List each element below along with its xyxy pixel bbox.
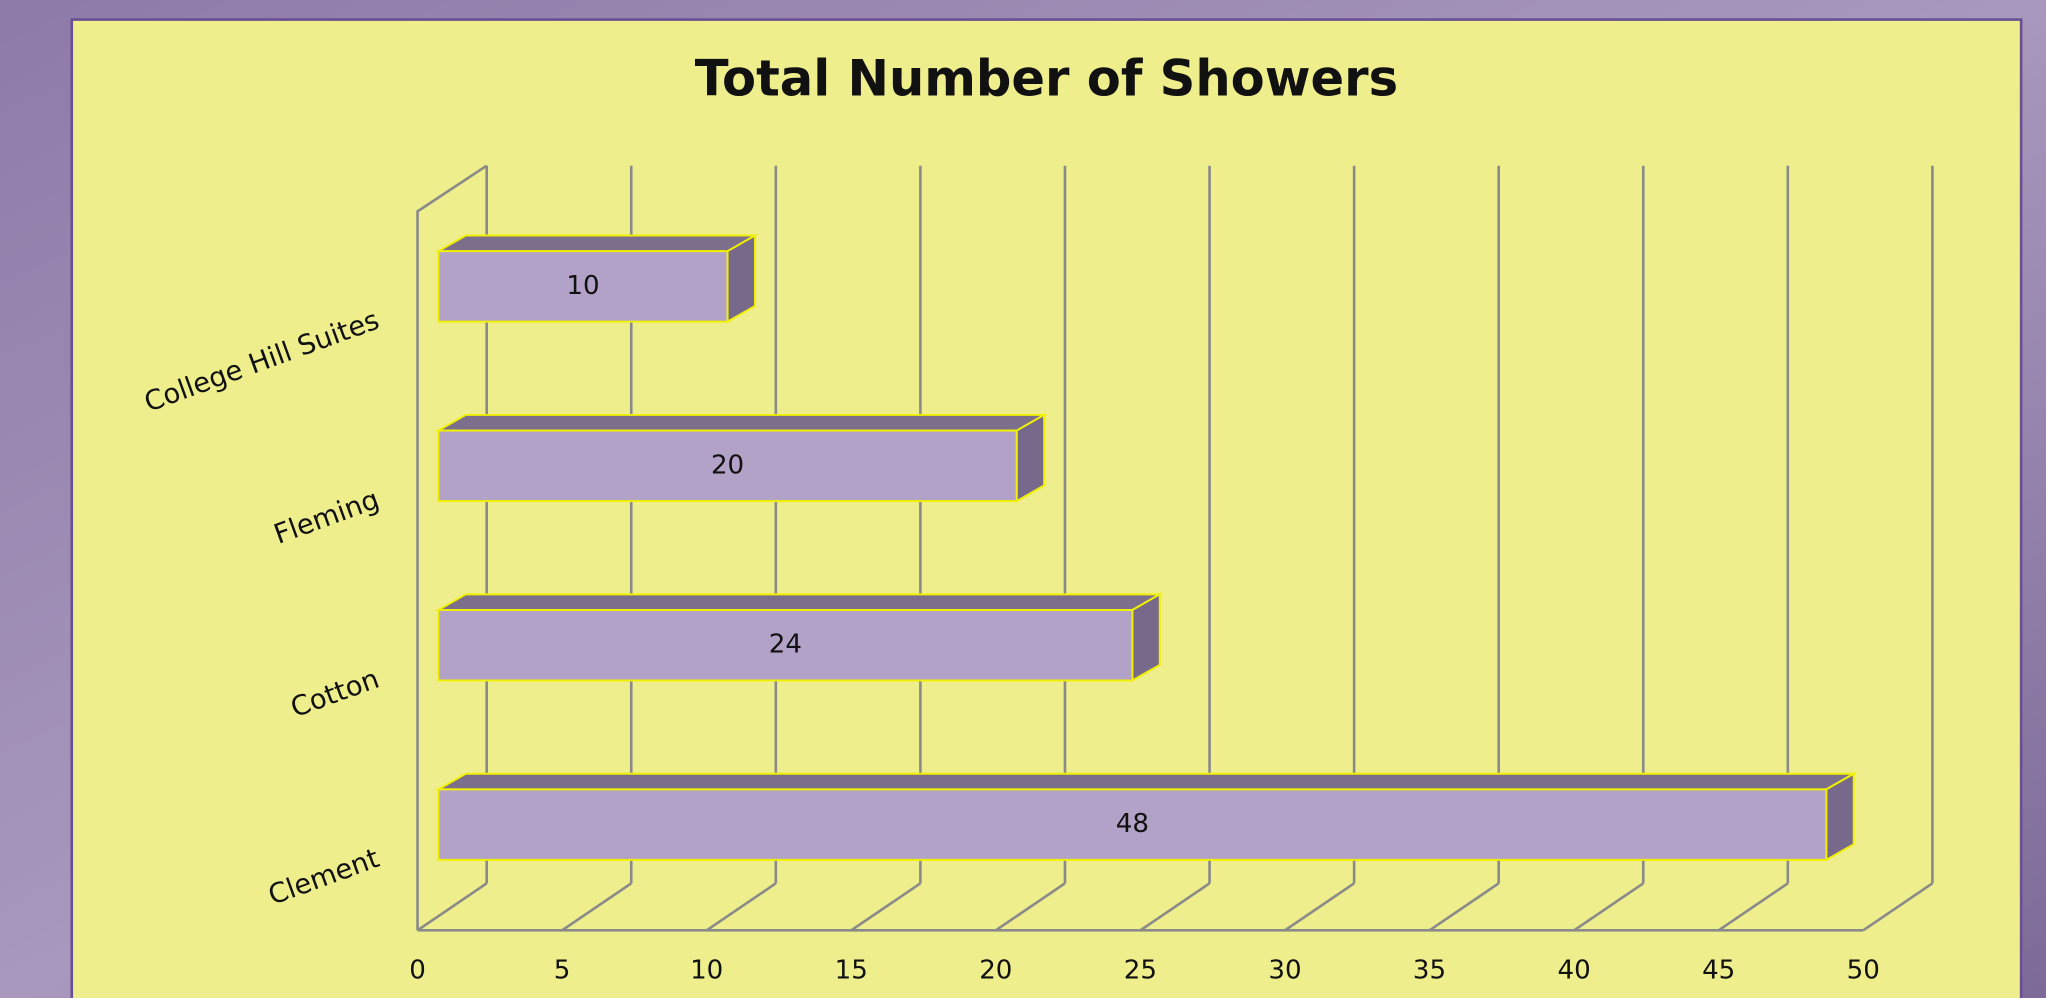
floor-grid-line	[995, 882, 1066, 932]
x-tick-label: 5	[554, 955, 571, 985]
bar	[434, 233, 759, 324]
bar-top	[434, 593, 1164, 611]
floor-grid-line	[1428, 882, 1500, 932]
x-tick-label: 40	[1558, 955, 1591, 985]
floor-grid-line	[1862, 882, 1934, 932]
bar-side	[1131, 592, 1161, 683]
chart-title: Total Number of Showers	[695, 50, 1398, 108]
floor-grid-line	[705, 882, 777, 932]
x-tick-label: 20	[979, 955, 1012, 985]
side-wall	[416, 164, 488, 931]
bar-top	[434, 413, 1048, 432]
bar	[434, 772, 1858, 862]
bar-front	[437, 609, 1134, 682]
x-tick-label: 50	[1847, 955, 1880, 985]
bar-top	[434, 234, 759, 253]
plot: Total Number of Showers 0 5 10 15 20 25 30 35 40…	[70, 18, 2023, 998]
data-label: 20	[711, 450, 744, 480]
x-tick-label: 10	[690, 955, 723, 985]
floor-grid-line	[1717, 882, 1789, 932]
bar-top	[434, 772, 1858, 791]
x-tick-label: 30	[1268, 955, 1301, 985]
bar	[434, 413, 1048, 503]
x-tick-label: 15	[835, 955, 868, 985]
data-label: 10	[566, 271, 599, 301]
bar-front	[437, 788, 1828, 861]
floor-grid-line	[1139, 882, 1211, 932]
x-tick-label: 25	[1124, 955, 1157, 985]
floor-grid-line	[1284, 882, 1355, 932]
floor-grid-line	[561, 882, 632, 932]
bar	[434, 592, 1164, 683]
bar-front	[437, 250, 729, 323]
x-tick-label: 45	[1702, 955, 1735, 985]
floor-grid-line	[416, 882, 488, 932]
data-label: 48	[1116, 809, 1149, 839]
x-tick-label: 35	[1413, 955, 1446, 985]
floor-grid-line	[850, 882, 922, 932]
bar-side	[726, 233, 756, 324]
bar-side	[1825, 772, 1855, 862]
bar-front	[437, 429, 1018, 503]
x-tick-label: 0	[409, 955, 426, 985]
bar-side	[1015, 413, 1046, 503]
floor-grid-line	[1573, 882, 1644, 932]
data-label: 24	[769, 630, 802, 660]
